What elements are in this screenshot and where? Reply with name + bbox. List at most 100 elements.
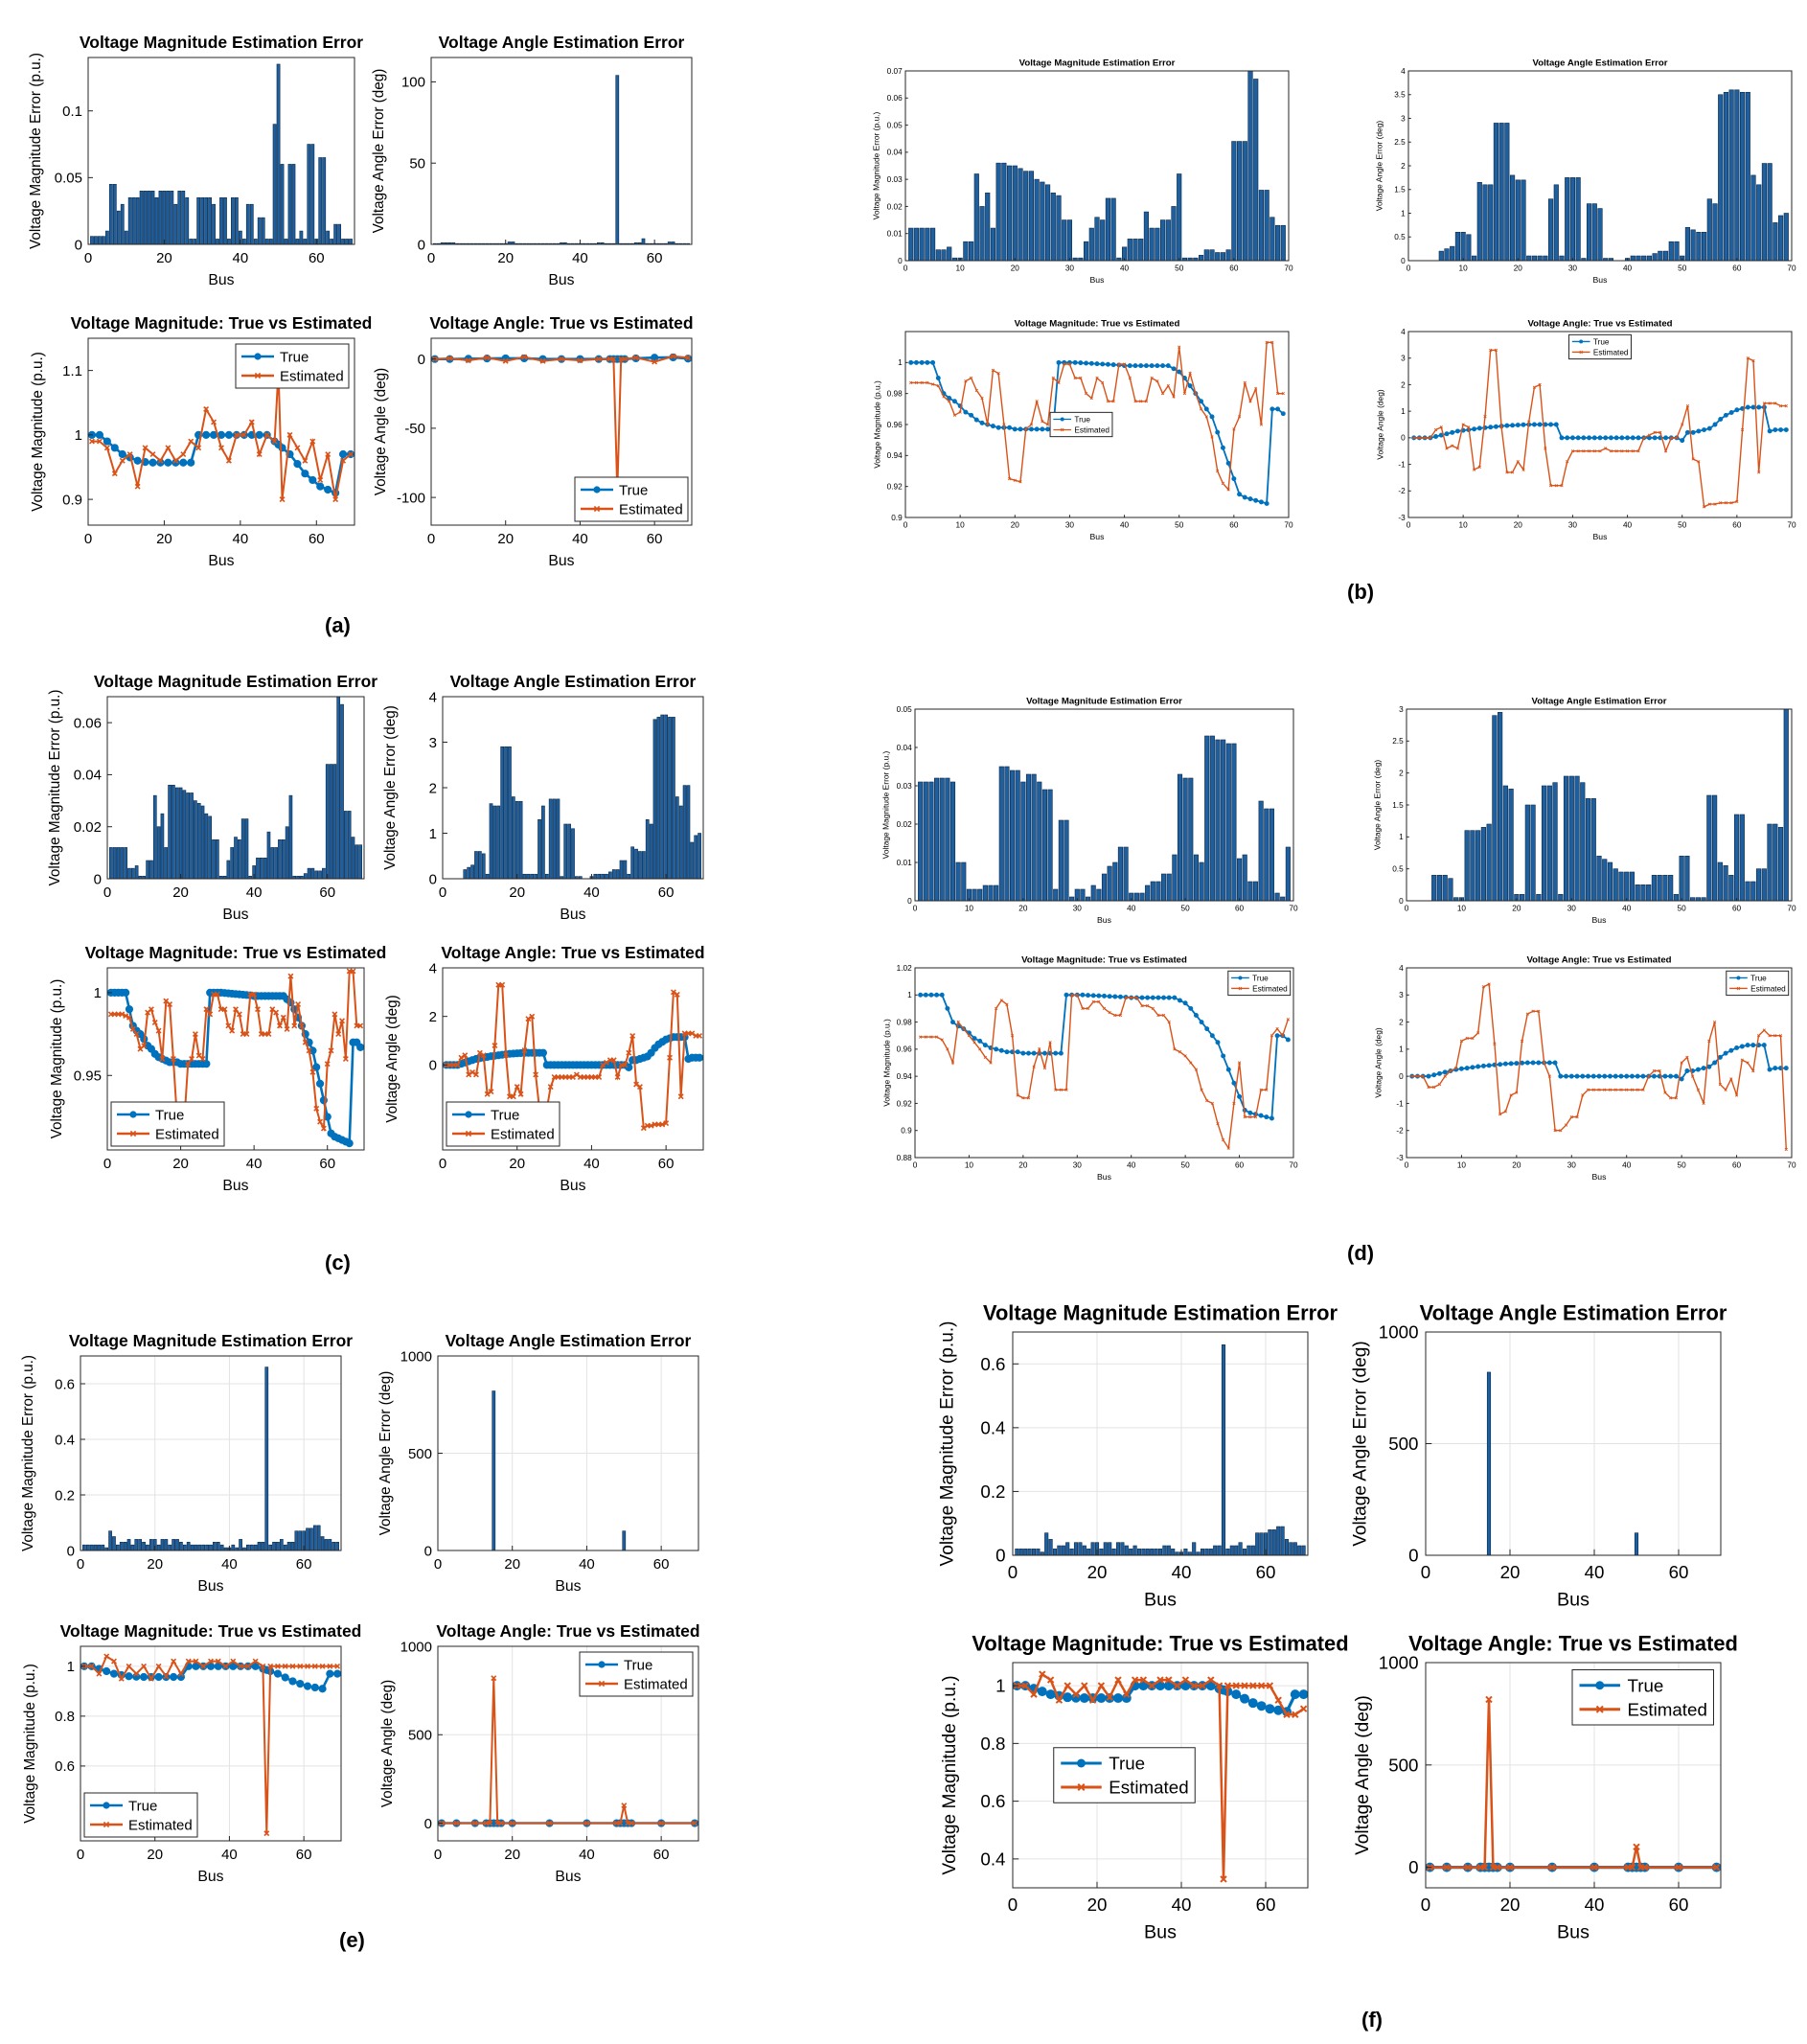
estimated-point [577, 357, 583, 364]
true-point [1613, 1073, 1618, 1079]
estimated-point [1464, 1863, 1472, 1872]
bar [1475, 830, 1481, 901]
true-point [1630, 435, 1635, 441]
estimated-point [1059, 1088, 1063, 1091]
legend-box [110, 1101, 225, 1147]
bar [1488, 184, 1494, 261]
bar [156, 826, 161, 879]
true-point [1280, 411, 1286, 417]
estimated-point [1275, 1027, 1279, 1031]
true-point [913, 359, 919, 365]
x-tick-label: 30 [1073, 1160, 1083, 1169]
bar [1460, 232, 1466, 261]
bar [1733, 814, 1740, 901]
bar [268, 1544, 273, 1550]
legend-true-marker [103, 1802, 110, 1809]
estimated-point [617, 1820, 624, 1826]
legend-box [1227, 970, 1292, 997]
bar [1162, 1545, 1167, 1555]
bar [1575, 177, 1581, 261]
x-tick-label: 10 [1457, 1160, 1467, 1169]
estimated-point [1735, 499, 1739, 504]
legend-true-marker [254, 353, 262, 360]
bar [286, 1542, 291, 1550]
bar [320, 1536, 325, 1550]
estimated-point [465, 357, 471, 364]
true-point [1150, 995, 1155, 1000]
y-tick-label: 500 [1388, 1755, 1418, 1775]
bar [182, 1544, 187, 1550]
true-point [1564, 1073, 1569, 1079]
true-point [1274, 1033, 1280, 1039]
bar [351, 837, 355, 879]
true-point [1546, 1060, 1552, 1066]
y-tick-label: -2 [1396, 1127, 1404, 1136]
estimated-point [1130, 996, 1133, 999]
legend-true-marker [593, 486, 601, 494]
bar [1231, 743, 1237, 901]
bar [1546, 785, 1552, 901]
bar [358, 844, 363, 879]
bar [97, 1544, 102, 1550]
estimated-point [286, 431, 293, 438]
true-point [1155, 363, 1160, 369]
true-point [1728, 1047, 1734, 1053]
chart-title: Voltage Angle: True vs Estimated [441, 943, 704, 962]
axes-frame [106, 967, 365, 1151]
bar [1679, 856, 1684, 901]
bar [1289, 1542, 1293, 1555]
estimated-point [1432, 1085, 1436, 1090]
legend-box [1726, 970, 1790, 997]
estimated-point [1773, 402, 1777, 405]
x-tick-label: 60 [1235, 904, 1245, 912]
x-axis-label: Bus [1592, 1172, 1608, 1182]
estimated-point [1275, 392, 1280, 396]
x-tick-label: 40 [233, 531, 249, 547]
estimated-point [633, 1081, 640, 1088]
chart-title: Voltage Angle: True vs Estimated [1527, 319, 1672, 330]
estimated-point [103, 445, 110, 451]
estimated-point [218, 445, 224, 451]
bar [1132, 239, 1138, 261]
true-point [1165, 363, 1171, 369]
y-tick-label: 50 [409, 155, 425, 172]
estimated-point [159, 1056, 166, 1062]
estimated-point [583, 1820, 590, 1826]
estimated-point [1421, 1074, 1425, 1078]
bar [130, 1544, 135, 1550]
bar [1271, 1529, 1276, 1555]
true-point [1090, 993, 1096, 999]
bar [1706, 198, 1712, 261]
true-point [1619, 435, 1625, 441]
legend-estimated-label: Estimated [1252, 984, 1288, 993]
y-tick-label: 0.06 [887, 94, 903, 103]
true-point [1298, 1689, 1308, 1700]
true-point [122, 988, 130, 998]
bar [934, 777, 940, 901]
bar [216, 838, 219, 879]
true-point [1524, 1060, 1530, 1066]
true-point [1275, 406, 1281, 412]
bar [1684, 856, 1690, 901]
bar [190, 1544, 194, 1550]
y-tick-label: 2 [1399, 769, 1404, 778]
bar [281, 838, 286, 879]
y-tick-label: -100 [397, 490, 425, 506]
plot-marks [80, 1653, 341, 1837]
true-point [315, 1079, 325, 1089]
estimated-point [1702, 505, 1706, 509]
true-point [1220, 445, 1225, 450]
estimated-point [332, 1011, 338, 1018]
bar [600, 242, 605, 244]
estimated-point [119, 1011, 126, 1018]
bar [615, 869, 620, 879]
bar [522, 873, 527, 879]
bar [152, 794, 157, 879]
estimated-point [155, 1663, 162, 1669]
bar [284, 239, 288, 244]
axes-frame [914, 708, 1294, 902]
bar [1276, 1526, 1281, 1555]
true-point [1100, 361, 1106, 367]
estimated-point [1108, 1011, 1111, 1015]
estimated-point [327, 1663, 333, 1669]
